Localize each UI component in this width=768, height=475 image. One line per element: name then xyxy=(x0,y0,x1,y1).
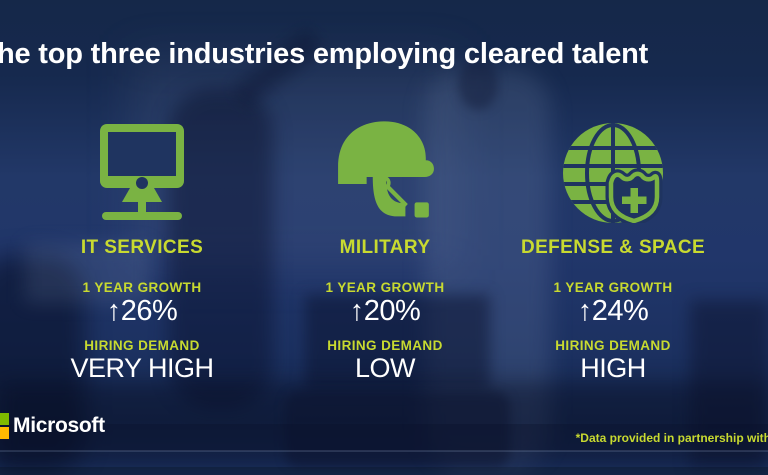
industry-label: DEFENSE & SPACE xyxy=(520,237,706,258)
growth-value: ↑26% xyxy=(106,295,178,327)
growth-value: ↑20% xyxy=(349,295,421,327)
demand-value: HIGH xyxy=(580,352,646,383)
floor-highlight-line xyxy=(0,450,768,452)
industry-label: MILITARY xyxy=(339,237,431,258)
microsoft-logo-square-yellow xyxy=(0,427,9,439)
demand-value: LOW xyxy=(354,352,416,383)
microsoft-logo xyxy=(0,413,9,439)
growth-value: ↑24% xyxy=(577,295,649,327)
demand-label: HIRING DEMAND xyxy=(327,337,443,353)
data-attribution-note: *Data provided in partnership with xyxy=(575,431,768,445)
demand-label: HIRING DEMAND xyxy=(555,337,671,353)
demand-value: VERY HIGH xyxy=(70,352,214,383)
column-defense-space: DEFENSE & SPACE 1 YEAR GROWTH ↑24% HIRIN… xyxy=(498,115,728,384)
slide-title: he top three industries employing cleare… xyxy=(0,38,649,70)
growth-label: 1 YEAR GROWTH xyxy=(325,280,445,295)
growth-label: 1 YEAR GROWTH xyxy=(553,280,673,295)
globe-shield-icon xyxy=(563,115,663,227)
demand-label: HIRING DEMAND xyxy=(84,337,200,353)
column-it-services: IT SERVICES 1 YEAR GROWTH ↑26% HIRING DE… xyxy=(27,115,257,384)
growth-label: 1 YEAR GROWTH xyxy=(82,280,202,295)
footer-band xyxy=(0,424,768,451)
column-military: MILITARY 1 YEAR GROWTH ↑20% HIRING DEMAN… xyxy=(270,115,500,384)
microsoft-wordmark: Microsoft xyxy=(13,414,105,437)
military-helmet-icon xyxy=(334,115,436,227)
industry-label: IT SERVICES xyxy=(80,237,204,258)
computer-monitor-icon xyxy=(98,115,186,227)
microsoft-logo-square-green xyxy=(0,413,9,425)
